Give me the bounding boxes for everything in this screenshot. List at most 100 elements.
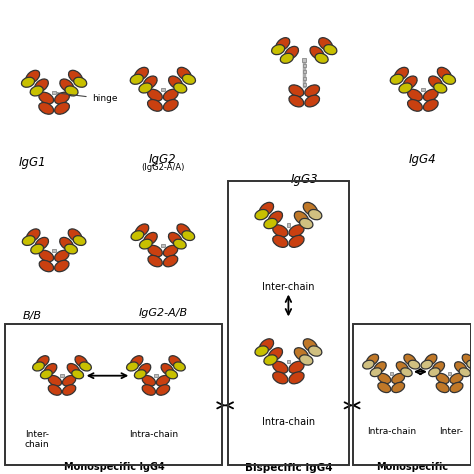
Ellipse shape <box>423 100 438 111</box>
Ellipse shape <box>166 370 177 379</box>
Ellipse shape <box>174 83 187 93</box>
Ellipse shape <box>39 102 54 114</box>
Ellipse shape <box>390 74 403 84</box>
Ellipse shape <box>289 225 304 237</box>
Bar <box>421 88 425 91</box>
Ellipse shape <box>55 102 69 114</box>
Ellipse shape <box>289 85 304 97</box>
Ellipse shape <box>442 74 456 84</box>
Ellipse shape <box>138 364 151 375</box>
Ellipse shape <box>303 339 318 352</box>
Ellipse shape <box>55 92 69 104</box>
Ellipse shape <box>45 364 57 375</box>
Ellipse shape <box>73 77 87 87</box>
Ellipse shape <box>147 100 162 111</box>
Bar <box>390 372 393 375</box>
Bar <box>155 374 157 377</box>
Bar <box>302 83 306 86</box>
Ellipse shape <box>182 231 195 240</box>
Ellipse shape <box>436 383 449 392</box>
Ellipse shape <box>168 232 182 245</box>
Ellipse shape <box>63 375 76 386</box>
Ellipse shape <box>438 67 451 80</box>
Ellipse shape <box>374 362 386 373</box>
Ellipse shape <box>289 372 304 384</box>
Ellipse shape <box>69 70 82 83</box>
Ellipse shape <box>421 360 432 369</box>
Ellipse shape <box>164 100 178 111</box>
Ellipse shape <box>63 385 76 395</box>
Ellipse shape <box>259 202 273 216</box>
Ellipse shape <box>21 77 35 87</box>
Bar <box>302 70 306 73</box>
Ellipse shape <box>273 236 288 247</box>
Ellipse shape <box>40 370 52 379</box>
Ellipse shape <box>65 244 77 254</box>
Ellipse shape <box>273 361 288 373</box>
Ellipse shape <box>156 375 170 386</box>
Bar <box>448 372 451 375</box>
Ellipse shape <box>378 374 391 383</box>
Ellipse shape <box>30 86 43 96</box>
Bar <box>287 360 290 364</box>
Ellipse shape <box>164 89 178 101</box>
Ellipse shape <box>255 210 268 220</box>
Ellipse shape <box>392 383 405 392</box>
Ellipse shape <box>177 224 191 237</box>
Ellipse shape <box>399 83 412 93</box>
Ellipse shape <box>285 46 299 59</box>
Text: IgG2-A/B: IgG2-A/B <box>138 309 187 319</box>
Bar <box>60 374 64 377</box>
Ellipse shape <box>395 67 409 80</box>
Ellipse shape <box>300 219 313 228</box>
Text: Intra-chain: Intra-chain <box>129 430 179 439</box>
Ellipse shape <box>27 229 40 241</box>
Ellipse shape <box>135 224 149 237</box>
Ellipse shape <box>303 202 318 216</box>
Ellipse shape <box>48 385 62 395</box>
Ellipse shape <box>67 364 80 375</box>
Ellipse shape <box>305 95 319 107</box>
Ellipse shape <box>450 374 463 383</box>
Ellipse shape <box>39 92 54 104</box>
Ellipse shape <box>273 372 288 384</box>
Ellipse shape <box>22 236 35 246</box>
Ellipse shape <box>305 85 319 97</box>
Ellipse shape <box>39 250 54 262</box>
Ellipse shape <box>35 79 48 92</box>
Bar <box>302 64 306 67</box>
Ellipse shape <box>280 53 293 64</box>
Ellipse shape <box>319 37 332 51</box>
Ellipse shape <box>182 74 195 84</box>
Ellipse shape <box>65 86 78 96</box>
Ellipse shape <box>428 76 442 89</box>
Ellipse shape <box>403 76 417 89</box>
Ellipse shape <box>289 95 304 107</box>
Ellipse shape <box>396 362 408 373</box>
Ellipse shape <box>33 362 45 371</box>
Text: IgG3: IgG3 <box>291 173 318 186</box>
Ellipse shape <box>68 229 82 241</box>
Text: Monospecific: Monospecific <box>376 462 448 472</box>
Ellipse shape <box>156 385 170 395</box>
Ellipse shape <box>273 225 288 237</box>
Ellipse shape <box>142 385 155 395</box>
Ellipse shape <box>144 232 157 245</box>
Ellipse shape <box>55 250 69 262</box>
Ellipse shape <box>408 100 422 111</box>
Ellipse shape <box>73 236 86 246</box>
Ellipse shape <box>131 231 144 240</box>
Ellipse shape <box>315 53 328 64</box>
Text: hinge: hinge <box>57 93 117 103</box>
Ellipse shape <box>148 255 162 267</box>
Ellipse shape <box>378 383 391 392</box>
Ellipse shape <box>300 355 313 365</box>
Ellipse shape <box>169 76 182 89</box>
Ellipse shape <box>324 45 337 55</box>
Ellipse shape <box>39 260 54 272</box>
Ellipse shape <box>423 89 438 101</box>
Text: Intra-chain: Intra-chain <box>262 417 315 427</box>
Ellipse shape <box>72 370 83 379</box>
Ellipse shape <box>409 360 420 369</box>
Ellipse shape <box>31 244 44 254</box>
